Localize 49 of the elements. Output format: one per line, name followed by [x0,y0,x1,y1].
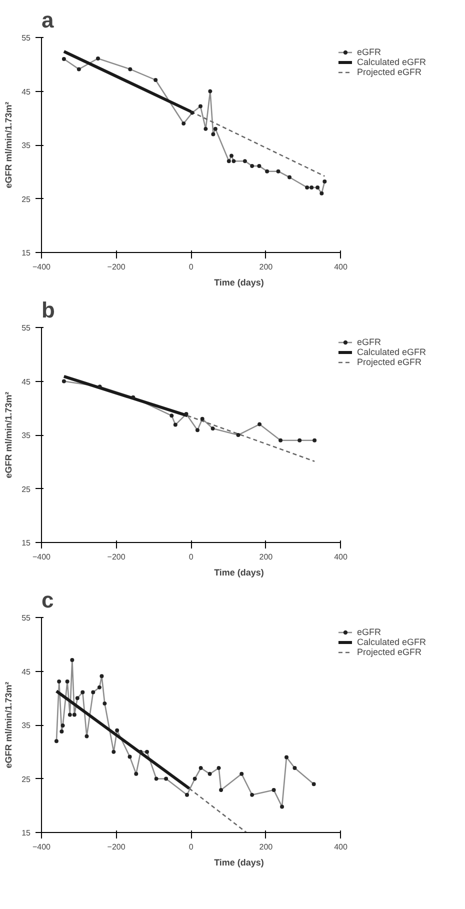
y-tick-label: 15 [22,828,32,838]
chart-title: c [42,588,54,612]
point [190,110,194,115]
legend-label: Projected eGFR [356,357,422,367]
x-tick-label: −400 [32,842,52,852]
legend-label: eGFR [356,47,381,57]
y-tick-label: 35 [22,431,32,440]
x-tick-label: 400 [334,552,348,562]
x-axis-title: Time (days) [214,858,264,868]
y-tick-label: 45 [22,667,32,676]
y-axis-title: eGFR ml/min/1.73m² [4,102,14,188]
y-tick-label: 45 [22,87,32,96]
chart-title: a [42,8,54,32]
x-tick-label: 0 [188,262,194,272]
x-tick-label: 400 [334,262,348,272]
x-tick-label: 200 [259,552,274,562]
y-tick-label: 25 [22,774,32,784]
y-tick-label: 25 [22,194,32,204]
y-axis-title: eGFR ml/min/1.73m² [4,682,14,768]
x-tick-label: 200 [259,842,274,852]
legend-label: eGFR [356,627,381,637]
y-tick-label: 55 [22,34,32,42]
legend-label: Calculated eGFR [356,57,426,67]
x-tick-label: −200 [107,842,126,852]
y-tick-label: 45 [22,377,32,386]
y-axis-title: eGFR ml/min/1.73m² [4,392,14,478]
legend-label: Calculated eGFR [356,347,426,357]
x-tick-label: −200 [107,552,126,562]
y-tick-label: 35 [22,141,32,150]
x-tick-label: −200 [107,262,126,272]
legend-label: Projected eGFR [356,647,422,657]
x-axis-title: Time (days) [214,568,264,578]
y-tick-label: 25 [22,484,32,494]
x-tick-label: 0 [188,552,194,562]
legend-label: Projected eGFR [356,67,422,77]
x-tick-label: 200 [259,262,274,272]
y-tick-label: 55 [22,324,32,332]
y-tick-label: 15 [22,248,32,258]
y-tick-label: 35 [22,721,32,730]
y-tick-label: 15 [22,538,32,548]
x-tick-label: 0 [188,842,194,852]
legend-label: eGFR [356,337,381,347]
legend-label: Calculated eGFR [356,637,426,647]
chart-title: b [42,298,55,322]
x-tick-label: 400 [334,842,348,852]
y-tick-label: 55 [22,614,32,622]
x-tick-label: −400 [32,552,52,562]
x-tick-label: −400 [32,262,52,272]
x-axis-title: Time (days) [214,278,264,288]
